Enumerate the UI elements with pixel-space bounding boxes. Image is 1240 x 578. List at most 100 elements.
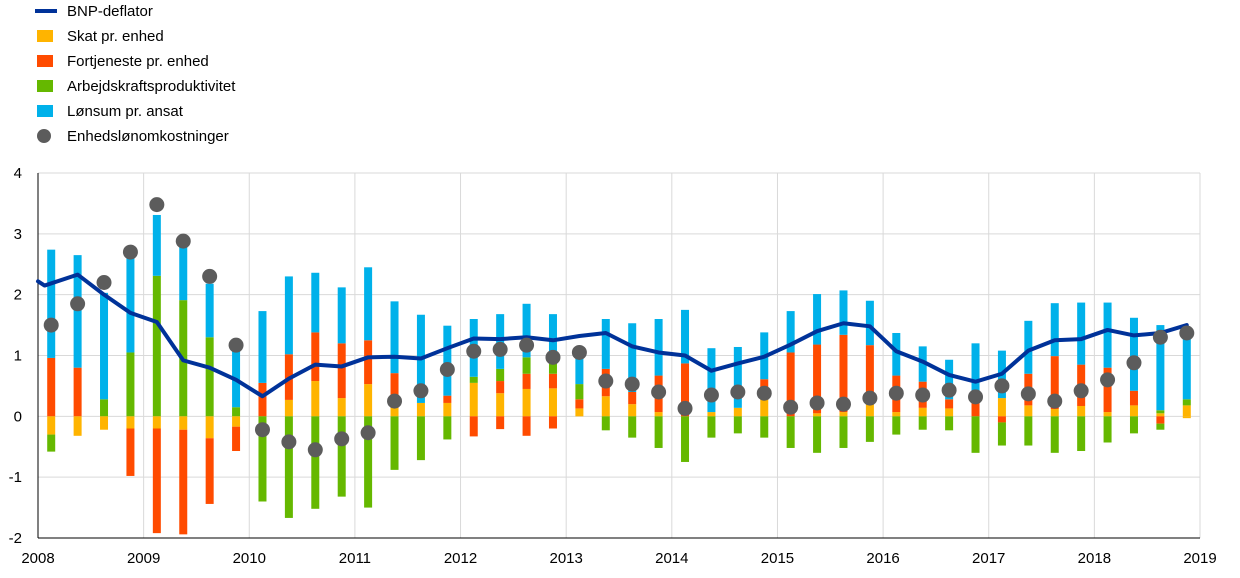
bar-produktivitet	[786, 416, 795, 448]
bar-fortjeneste	[865, 345, 874, 405]
dot-enhedsloenomkostninger	[756, 385, 772, 401]
dot-enhedsloenomkostninger	[519, 337, 535, 353]
bar-loensum	[548, 314, 557, 359]
bar-fortjeneste	[1103, 367, 1112, 413]
bar-produktivitet	[548, 358, 557, 374]
bar-produktivitet	[1103, 416, 1112, 443]
bar-produktivitet	[760, 416, 769, 438]
x-tick-label: 2012	[444, 550, 477, 567]
bar-fortjeneste	[997, 416, 1006, 423]
legend-swatch-line	[35, 9, 57, 13]
bar-skat	[918, 407, 927, 417]
bar-produktivitet	[1024, 416, 1033, 446]
bar-produktivitet	[1050, 416, 1059, 453]
bar-skat	[548, 388, 557, 417]
bar-loensum	[390, 301, 399, 374]
bar-fortjeneste	[522, 416, 531, 436]
bar-skat	[179, 416, 188, 430]
bar-produktivitet	[865, 416, 874, 442]
bar-skat	[337, 398, 346, 417]
bar-skat	[100, 416, 109, 430]
dot-enhedsloenomkostninger	[122, 244, 138, 260]
dot-enhedsloenomkostninger	[1073, 383, 1089, 399]
dot-enhedsloenomkostninger	[915, 387, 931, 403]
bar-loensum	[813, 294, 822, 345]
bar-skat	[232, 416, 241, 427]
dot-enhedsloenomkostninger	[809, 395, 825, 411]
bar-produktivitet	[1077, 416, 1086, 452]
bar-skat	[601, 396, 610, 417]
bnp-deflator-line	[36, 272, 1189, 399]
bar-fortjeneste	[548, 416, 557, 429]
bar-produktivitet	[284, 416, 293, 518]
bar-fortjeneste	[258, 382, 267, 417]
bar-loensum	[1103, 302, 1112, 368]
legend-swatch-bar	[37, 80, 53, 92]
bar-fortjeneste	[337, 343, 346, 399]
legend: BNP-deflator Skat pr. enhed Fortjeneste pr…	[35, 3, 236, 145]
x-tick-label: 2016	[866, 550, 899, 567]
bar-loensum	[100, 292, 109, 400]
bar-skat	[733, 407, 742, 417]
dot-enhedsloenomkostninger	[862, 390, 878, 406]
x-tick-label: 2014	[655, 550, 688, 567]
bar-skat	[575, 408, 584, 417]
dot-enhedsloenomkostninger	[96, 275, 112, 290]
legend-label: Skat pr. enhed	[67, 28, 164, 45]
bar-skat	[522, 388, 531, 417]
bar-produktivitet	[575, 384, 584, 400]
y-tick-label: -1	[9, 469, 22, 486]
legend-label: Fortjeneste pr. enhed	[67, 53, 209, 70]
bar-loensum	[575, 347, 584, 385]
bar-fortjeneste	[73, 367, 82, 417]
x-tick-label: 2017	[972, 550, 1005, 567]
bar-produktivitet	[522, 357, 531, 374]
bar-produktivitet	[100, 399, 109, 417]
bar-skat	[813, 413, 822, 417]
x-tick-label: 2013	[549, 550, 582, 567]
bar-loensum	[628, 323, 637, 392]
bar-fortjeneste	[548, 373, 557, 389]
bar-skat	[1024, 405, 1033, 417]
bar-fortjeneste	[205, 438, 214, 504]
bar-fortjeneste	[364, 340, 373, 385]
bar-loensum	[654, 319, 663, 376]
bar-produktivitet	[311, 416, 320, 509]
bar-produktivitet	[1156, 423, 1165, 430]
dot-enhedsloenomkostninger	[43, 317, 59, 333]
dot-enhedsloenomkostninger	[413, 383, 429, 399]
dot-enhedsloenomkostninger	[730, 384, 746, 400]
bar-loensum	[311, 272, 320, 333]
bar-skat	[1077, 405, 1086, 417]
bar-fortjeneste	[390, 373, 399, 408]
bar-fortjeneste	[232, 426, 241, 452]
bar-fortjeneste	[47, 357, 56, 417]
legend-swatch-bar	[37, 105, 53, 117]
bar-skat	[284, 399, 293, 417]
bar-loensum	[152, 214, 161, 276]
bar-loensum	[443, 325, 452, 396]
dot-enhedsloenomkostninger	[941, 382, 957, 398]
dot-enhedsloenomkostninger	[1100, 372, 1116, 388]
bar-loensum	[1024, 320, 1033, 374]
dot-enhedsloenomkostninger	[254, 422, 270, 438]
bar-loensum	[205, 283, 214, 338]
bar-loensum	[945, 359, 954, 400]
bar-fortjeneste	[839, 334, 848, 413]
bar-produktivitet	[681, 416, 690, 462]
bar-loensum	[707, 348, 716, 413]
bar-loensum	[73, 255, 82, 368]
bar-loensum	[681, 309, 690, 364]
bar-loensum	[284, 276, 293, 355]
dot-enhedsloenomkostninger	[1152, 329, 1168, 345]
x-tick-label: 2019	[1183, 550, 1216, 567]
bar-produktivitet	[654, 416, 663, 448]
bars	[47, 214, 1191, 535]
bar-skat	[364, 384, 373, 417]
legend-label: Enhedslønomkostninger	[67, 128, 229, 145]
bar-skat	[390, 407, 399, 417]
y-tick-label: -2	[9, 530, 22, 547]
bar-produktivitet	[892, 416, 901, 435]
dot-enhedsloenomkostninger	[835, 396, 851, 412]
dot-enhedsloenomkostninger	[202, 268, 218, 284]
